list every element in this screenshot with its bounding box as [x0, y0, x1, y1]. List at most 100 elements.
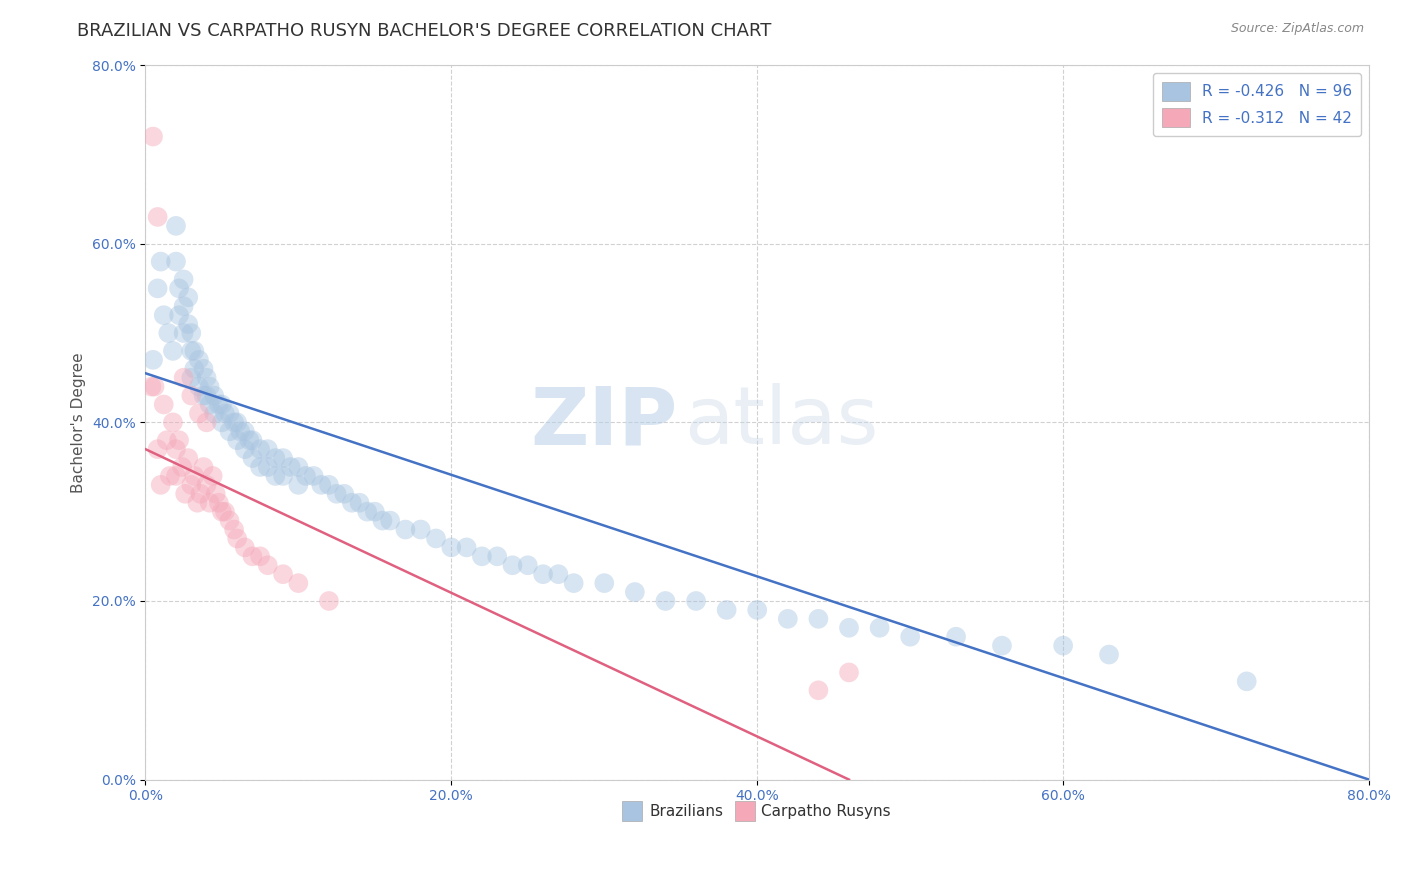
Point	[180, 326, 202, 340]
Point	[838, 621, 860, 635]
Point	[264, 451, 287, 466]
Point	[287, 576, 309, 591]
Point	[195, 370, 218, 384]
Point	[1098, 648, 1121, 662]
Point	[159, 469, 181, 483]
Point	[180, 370, 202, 384]
Point	[211, 415, 233, 429]
Point	[187, 406, 209, 420]
Point	[1236, 674, 1258, 689]
Point	[198, 379, 221, 393]
Point	[195, 415, 218, 429]
Point	[287, 460, 309, 475]
Point	[502, 558, 524, 573]
Point	[302, 469, 325, 483]
Point	[180, 388, 202, 402]
Point	[167, 308, 190, 322]
Text: ZIP: ZIP	[530, 384, 678, 461]
Point	[264, 469, 287, 483]
Point	[157, 326, 180, 340]
Point	[202, 388, 225, 402]
Point	[747, 603, 769, 617]
Point	[271, 567, 294, 582]
Point	[233, 541, 256, 555]
Point	[218, 406, 240, 420]
Point	[190, 487, 212, 501]
Point	[716, 603, 738, 617]
Point	[142, 129, 165, 144]
Point	[242, 549, 264, 564]
Point	[195, 388, 218, 402]
Point	[271, 451, 294, 466]
Point	[167, 281, 190, 295]
Point	[371, 514, 394, 528]
Legend: Brazilians, Carpatho Rusyns: Brazilians, Carpatho Rusyns	[617, 798, 897, 826]
Point	[440, 541, 463, 555]
Point	[224, 415, 246, 429]
Point	[152, 397, 174, 411]
Point	[562, 576, 585, 591]
Point	[208, 496, 231, 510]
Point	[838, 665, 860, 680]
Point	[311, 478, 333, 492]
Point	[226, 434, 249, 448]
Point	[165, 254, 187, 268]
Point	[256, 558, 278, 573]
Point	[593, 576, 616, 591]
Point	[991, 639, 1014, 653]
Point	[156, 434, 179, 448]
Point	[202, 406, 225, 420]
Point	[807, 683, 830, 698]
Point	[226, 415, 249, 429]
Point	[256, 442, 278, 457]
Point	[183, 361, 205, 376]
Point	[456, 541, 478, 555]
Text: atlas: atlas	[683, 384, 879, 461]
Point	[201, 469, 224, 483]
Point	[165, 442, 187, 457]
Y-axis label: Bachelor's Degree: Bachelor's Degree	[72, 352, 86, 492]
Point	[214, 406, 236, 420]
Point	[141, 379, 163, 393]
Point	[172, 460, 194, 475]
Point	[531, 567, 554, 582]
Point	[195, 478, 218, 492]
Point	[945, 630, 967, 644]
Point	[198, 397, 221, 411]
Point	[187, 379, 209, 393]
Point	[471, 549, 494, 564]
Point	[149, 478, 172, 492]
Point	[226, 532, 249, 546]
Point	[242, 451, 264, 466]
Point	[325, 487, 347, 501]
Point	[807, 612, 830, 626]
Point	[516, 558, 538, 573]
Point	[340, 496, 363, 510]
Point	[249, 460, 271, 475]
Text: BRAZILIAN VS CARPATHO RUSYN BACHELOR'S DEGREE CORRELATION CHART: BRAZILIAN VS CARPATHO RUSYN BACHELOR'S D…	[77, 22, 772, 40]
Point	[211, 505, 233, 519]
Point	[149, 254, 172, 268]
Point	[177, 317, 200, 331]
Point	[242, 434, 264, 448]
Point	[146, 210, 169, 224]
Point	[654, 594, 676, 608]
Point	[229, 425, 252, 439]
Point	[378, 514, 401, 528]
Point	[152, 308, 174, 322]
Point	[143, 379, 166, 393]
Point	[409, 523, 432, 537]
Point	[183, 469, 205, 483]
Point	[180, 343, 202, 358]
Point	[180, 478, 202, 492]
Text: Source: ZipAtlas.com: Source: ZipAtlas.com	[1230, 22, 1364, 36]
Point	[898, 630, 921, 644]
Point	[211, 397, 233, 411]
Point	[193, 460, 215, 475]
Point	[869, 621, 891, 635]
Point	[183, 343, 205, 358]
Point	[233, 442, 256, 457]
Point	[233, 425, 256, 439]
Point	[146, 281, 169, 295]
Point	[685, 594, 707, 608]
